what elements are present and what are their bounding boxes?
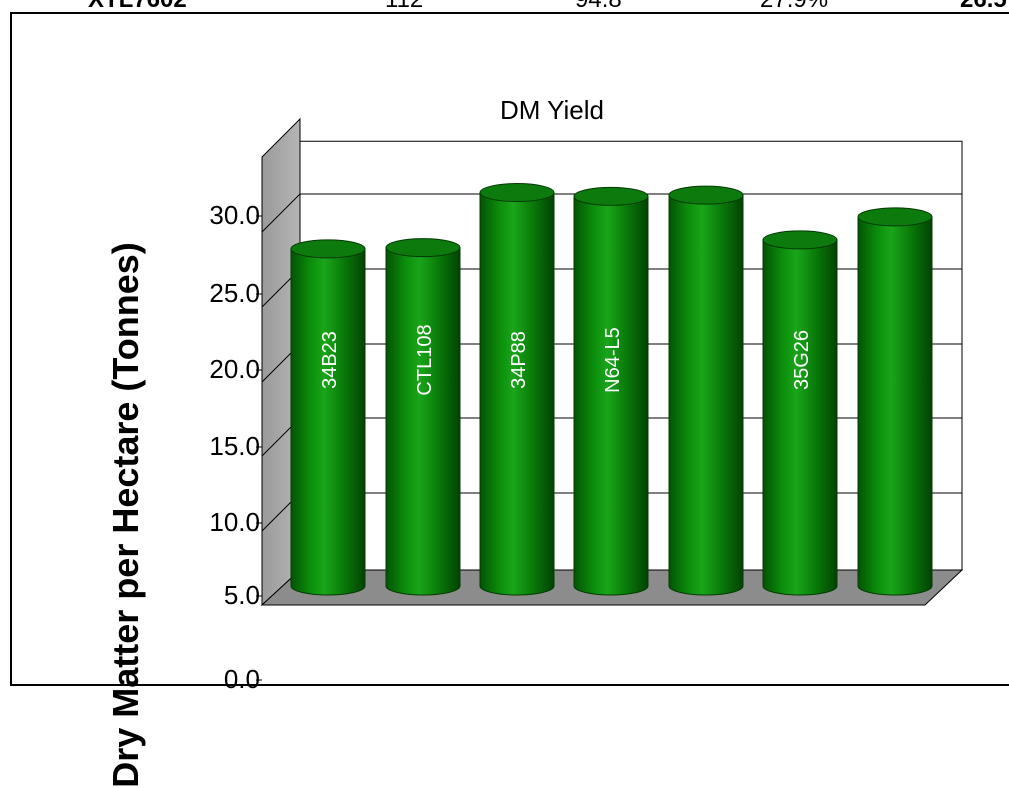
bar-top [479,183,555,203]
bar-body [857,216,933,596]
bar-label: 34B23 [319,331,341,389]
bar [479,183,555,596]
bar-top [857,207,933,227]
bar [668,185,744,596]
y-tick-label: 10.0 [209,507,260,537]
table-cell-col4: 27.9% [760,0,828,14]
table-cell-col3: 94.8 [575,0,622,14]
gridline-side [261,193,301,233]
bar [385,238,461,596]
bar-label: 34P88 [508,331,530,389]
chart-frame [10,12,1009,686]
y-tick-label: 15.0 [209,431,260,461]
bar-body [573,195,649,596]
bar-body [762,239,838,596]
table-cell-col2: 112 [385,0,423,14]
bar-label: CTL108 [414,324,436,395]
chart-title: DM Yield [500,95,604,125]
bar [290,239,366,596]
bar-body [385,247,461,596]
bar-top [573,186,649,206]
bar-body [668,194,744,596]
bar-body [290,248,366,596]
y-tick-label: 25.0 [209,278,260,308]
bar [573,186,649,596]
dm-yield-chart: 34B23 CTL108 34P88 N64-L5 35G26 0.0 5.0 10.0 15… [209,95,964,694]
bar [762,230,838,596]
bar-top [290,239,366,259]
y-tick-label: 0.0 [224,664,260,694]
bar-label: N64-L5 [602,327,624,393]
bar [857,207,933,596]
bar-top [762,230,838,250]
bar-top [668,185,744,205]
table-cell-name: XTL7602 [88,0,187,14]
bar-body [479,192,555,596]
table-fragment-row: XTL7602 112 94.8 27.9% 26.5 [0,0,1009,16]
bar-top [385,238,461,258]
y-tick-label: 20.0 [209,354,260,384]
y-tick-label: 5.0 [224,580,260,610]
y-tick-label: 30.0 [209,200,260,230]
bar-label: 35G26 [791,330,813,390]
table-cell-col5: 26.5 [960,0,1007,14]
